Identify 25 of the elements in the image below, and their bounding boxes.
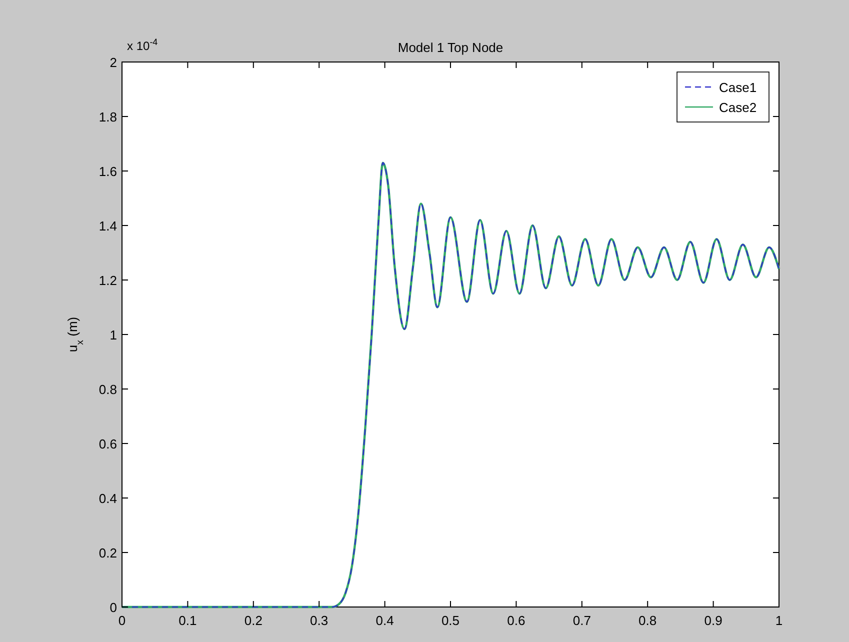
x-tick-label: 0.6: [507, 613, 526, 628]
y-tick-label: 1.8: [98, 110, 117, 124]
legend-label: Case1: [719, 80, 757, 95]
x-tick-label: 0.2: [244, 613, 262, 628]
chart-title: Model 1 Top Node: [398, 40, 504, 55]
y-tick-label: 1.2: [98, 273, 117, 288]
x-tick-label: 0.8: [638, 613, 657, 628]
y-tick-label: 0.8: [98, 382, 117, 397]
y-tick-label: 2: [110, 55, 117, 70]
legend-label: Case2: [719, 100, 757, 115]
text: x 10$^{-4}$: [127, 37, 158, 53]
x-tick-label: 0.1: [178, 613, 197, 628]
x-tick-label: 0.4: [376, 613, 394, 628]
y-tick-label: 1.6: [98, 164, 117, 179]
y-tick-label: 1: [110, 328, 117, 342]
x-tick-label: 0.7: [572, 613, 591, 628]
x-tick-label: 0.5: [441, 613, 460, 628]
x-tick-label: 1: [775, 613, 783, 628]
y-tick-label: 0.4: [98, 491, 117, 506]
y-tick-label: 0.6: [98, 436, 117, 452]
x-tick-label: 0.9: [704, 613, 722, 628]
y-tick-label: 1.4: [98, 218, 117, 234]
y-tick-label: 0: [110, 600, 117, 615]
x-tick-label: 0.3: [310, 613, 328, 628]
y-tick-label: 0.2: [98, 546, 117, 560]
